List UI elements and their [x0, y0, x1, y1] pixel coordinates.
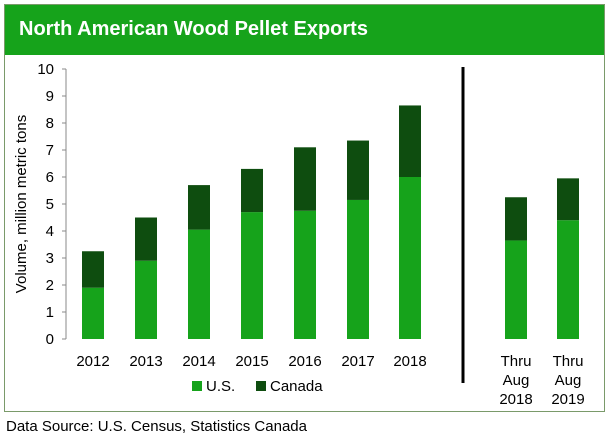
x-tick-label: 2018 [499, 391, 532, 408]
chart-title: North American Wood Pellet Exports [19, 18, 368, 40]
bar-canada [135, 217, 157, 261]
x-tick-label: 2012 [76, 353, 109, 370]
chart-frame: North American Wood Pellet Exports [4, 4, 605, 412]
y-tick-label: 2 [46, 277, 54, 294]
y-tick-label: 7 [46, 142, 54, 159]
bar-canada [188, 185, 210, 230]
legend-swatch [256, 381, 266, 391]
bar-us [347, 199, 369, 339]
x-tick-label: 2019 [551, 391, 584, 408]
y-tick-label: 3 [46, 250, 54, 267]
x-tick-label: 2014 [182, 353, 215, 370]
bar-us [135, 260, 157, 339]
x-tick-label: 2018 [393, 353, 426, 370]
x-tick-label: 2013 [129, 353, 162, 370]
bar-us [557, 220, 579, 339]
bar-canada [347, 140, 369, 200]
bar-canada [505, 197, 527, 241]
x-tick-label: 2016 [288, 353, 321, 370]
x-tick-label: 2015 [235, 353, 268, 370]
y-axis-title: Volume, million metric tons [13, 115, 30, 293]
x-tick-label: Aug [555, 372, 582, 389]
y-tick-label: 4 [46, 223, 54, 240]
bar-us [241, 212, 263, 339]
y-tick-label: 1 [46, 304, 54, 321]
title-bar: North American Wood Pellet Exports [5, 5, 604, 55]
legend-label: Canada [270, 378, 323, 395]
bar-us [294, 210, 316, 339]
bar-canada [82, 251, 104, 288]
bar-us [82, 287, 104, 339]
y-tick-label: 5 [46, 196, 54, 213]
x-tick-label: Aug [503, 372, 530, 389]
legend-swatch [192, 381, 202, 391]
bar-canada [557, 178, 579, 221]
y-tick-label: 9 [46, 88, 54, 105]
legend-label: U.S. [206, 378, 235, 395]
y-tick-label: 0 [46, 331, 54, 348]
bar-us [399, 177, 421, 339]
bar-us [188, 229, 210, 339]
y-tick-label: 6 [46, 169, 54, 186]
bar-canada [294, 147, 316, 211]
bar-canada [241, 168, 263, 213]
data-source-note: Data Source: U.S. Census, Statistics Can… [6, 418, 307, 435]
y-tick-label: 8 [46, 115, 54, 132]
x-tick-label: 2017 [341, 353, 374, 370]
y-tick-label: 10 [37, 61, 54, 78]
bar-us [505, 240, 527, 339]
bar-canada [399, 105, 421, 177]
x-tick-label: Thru [553, 353, 584, 370]
x-tick-label: Thru [501, 353, 532, 370]
